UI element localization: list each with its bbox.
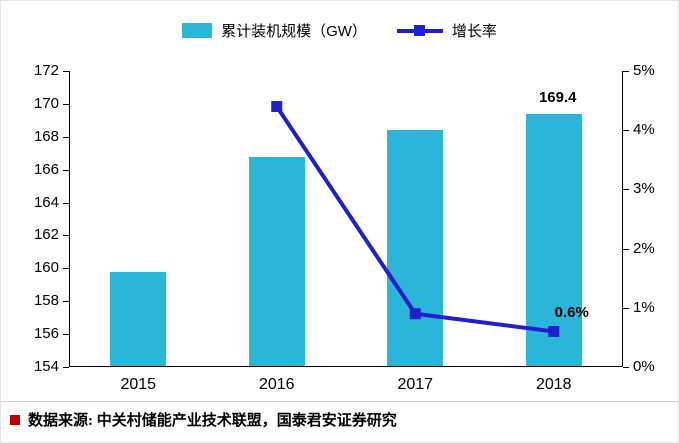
plot-frame bbox=[69, 71, 623, 367]
left-axis-label: 158 bbox=[33, 292, 59, 310]
left-axis-label: 156 bbox=[33, 325, 59, 343]
line-swatch-marker bbox=[413, 24, 425, 36]
bar-2015 bbox=[110, 271, 167, 366]
bar-2018 bbox=[525, 113, 582, 366]
left-axis-label: 170 bbox=[33, 94, 59, 112]
bar-2017 bbox=[387, 130, 444, 366]
source-note: 数据来源: 中关村储能产业技术联盟，国泰君安证券研究 bbox=[10, 409, 397, 430]
left-tick-mark bbox=[63, 169, 69, 171]
left-axis-label: 168 bbox=[33, 127, 59, 145]
right-axis-label: 5% bbox=[633, 62, 655, 79]
line-marker bbox=[409, 308, 421, 320]
line-marker-swatch-icon bbox=[396, 23, 443, 38]
legend-item-growth-rate: 增长率 bbox=[396, 20, 497, 41]
left-axis-label: 164 bbox=[33, 193, 59, 211]
left-axis-label: 172 bbox=[33, 62, 59, 79]
right-tick-mark bbox=[623, 367, 629, 368]
data-label-bar: 169.4 bbox=[538, 88, 577, 106]
right-tick-mark bbox=[623, 307, 629, 309]
x-axis-label-2018: 2018 bbox=[535, 376, 572, 393]
x-axis-label-2015: 2015 bbox=[120, 376, 157, 393]
right-tick-mark bbox=[623, 130, 629, 132]
left-tick-mark bbox=[63, 235, 69, 237]
bar-2016 bbox=[248, 156, 305, 366]
left-tick-mark bbox=[63, 334, 69, 336]
right-tick-mark bbox=[623, 248, 629, 250]
right-axis-label: 3% bbox=[633, 180, 655, 198]
line-marker bbox=[271, 101, 283, 113]
legend-label-cumulative-capacity: 累计装机规模（GW） bbox=[221, 22, 367, 40]
bar-swatch-icon bbox=[182, 22, 213, 38]
legend-item-cumulative-capacity: 累计装机规模（GW） bbox=[182, 20, 367, 41]
right-axis-label: 1% bbox=[633, 298, 655, 316]
left-axis-label: 162 bbox=[33, 226, 59, 244]
line-stroke bbox=[275, 105, 555, 334]
left-tick-mark bbox=[63, 202, 69, 204]
right-axis-label: 4% bbox=[633, 121, 655, 139]
red-square-icon bbox=[10, 414, 20, 425]
right-axis-label: 0% bbox=[633, 358, 655, 375]
chart-legend: 累计装机规模（GW） 增长率 bbox=[1, 17, 678, 43]
footer-divider bbox=[1, 401, 678, 402]
right-axis-label: 2% bbox=[633, 239, 655, 257]
right-tick-mark bbox=[623, 71, 629, 72]
left-tick-mark bbox=[63, 136, 69, 138]
left-tick-mark bbox=[63, 103, 69, 105]
source-text: 数据来源: 中关村储能产业技术联盟，国泰君安证券研究 bbox=[28, 413, 397, 429]
right-tick-mark bbox=[623, 189, 629, 191]
x-axis-label-2016: 2016 bbox=[258, 376, 295, 393]
left-axis-label: 154 bbox=[33, 358, 59, 375]
left-tick-mark bbox=[63, 268, 69, 270]
line-marker bbox=[548, 325, 560, 337]
x-axis-label-2017: 2017 bbox=[397, 376, 434, 393]
legend-label-growth-rate: 增长率 bbox=[451, 22, 497, 40]
left-axis-label: 160 bbox=[33, 259, 59, 277]
left-tick-mark bbox=[63, 301, 69, 303]
left-axis-label: 166 bbox=[33, 160, 59, 178]
left-tick-mark bbox=[63, 71, 69, 72]
data-label-line: 0.6% bbox=[554, 304, 589, 322]
left-tick-mark bbox=[63, 367, 69, 368]
